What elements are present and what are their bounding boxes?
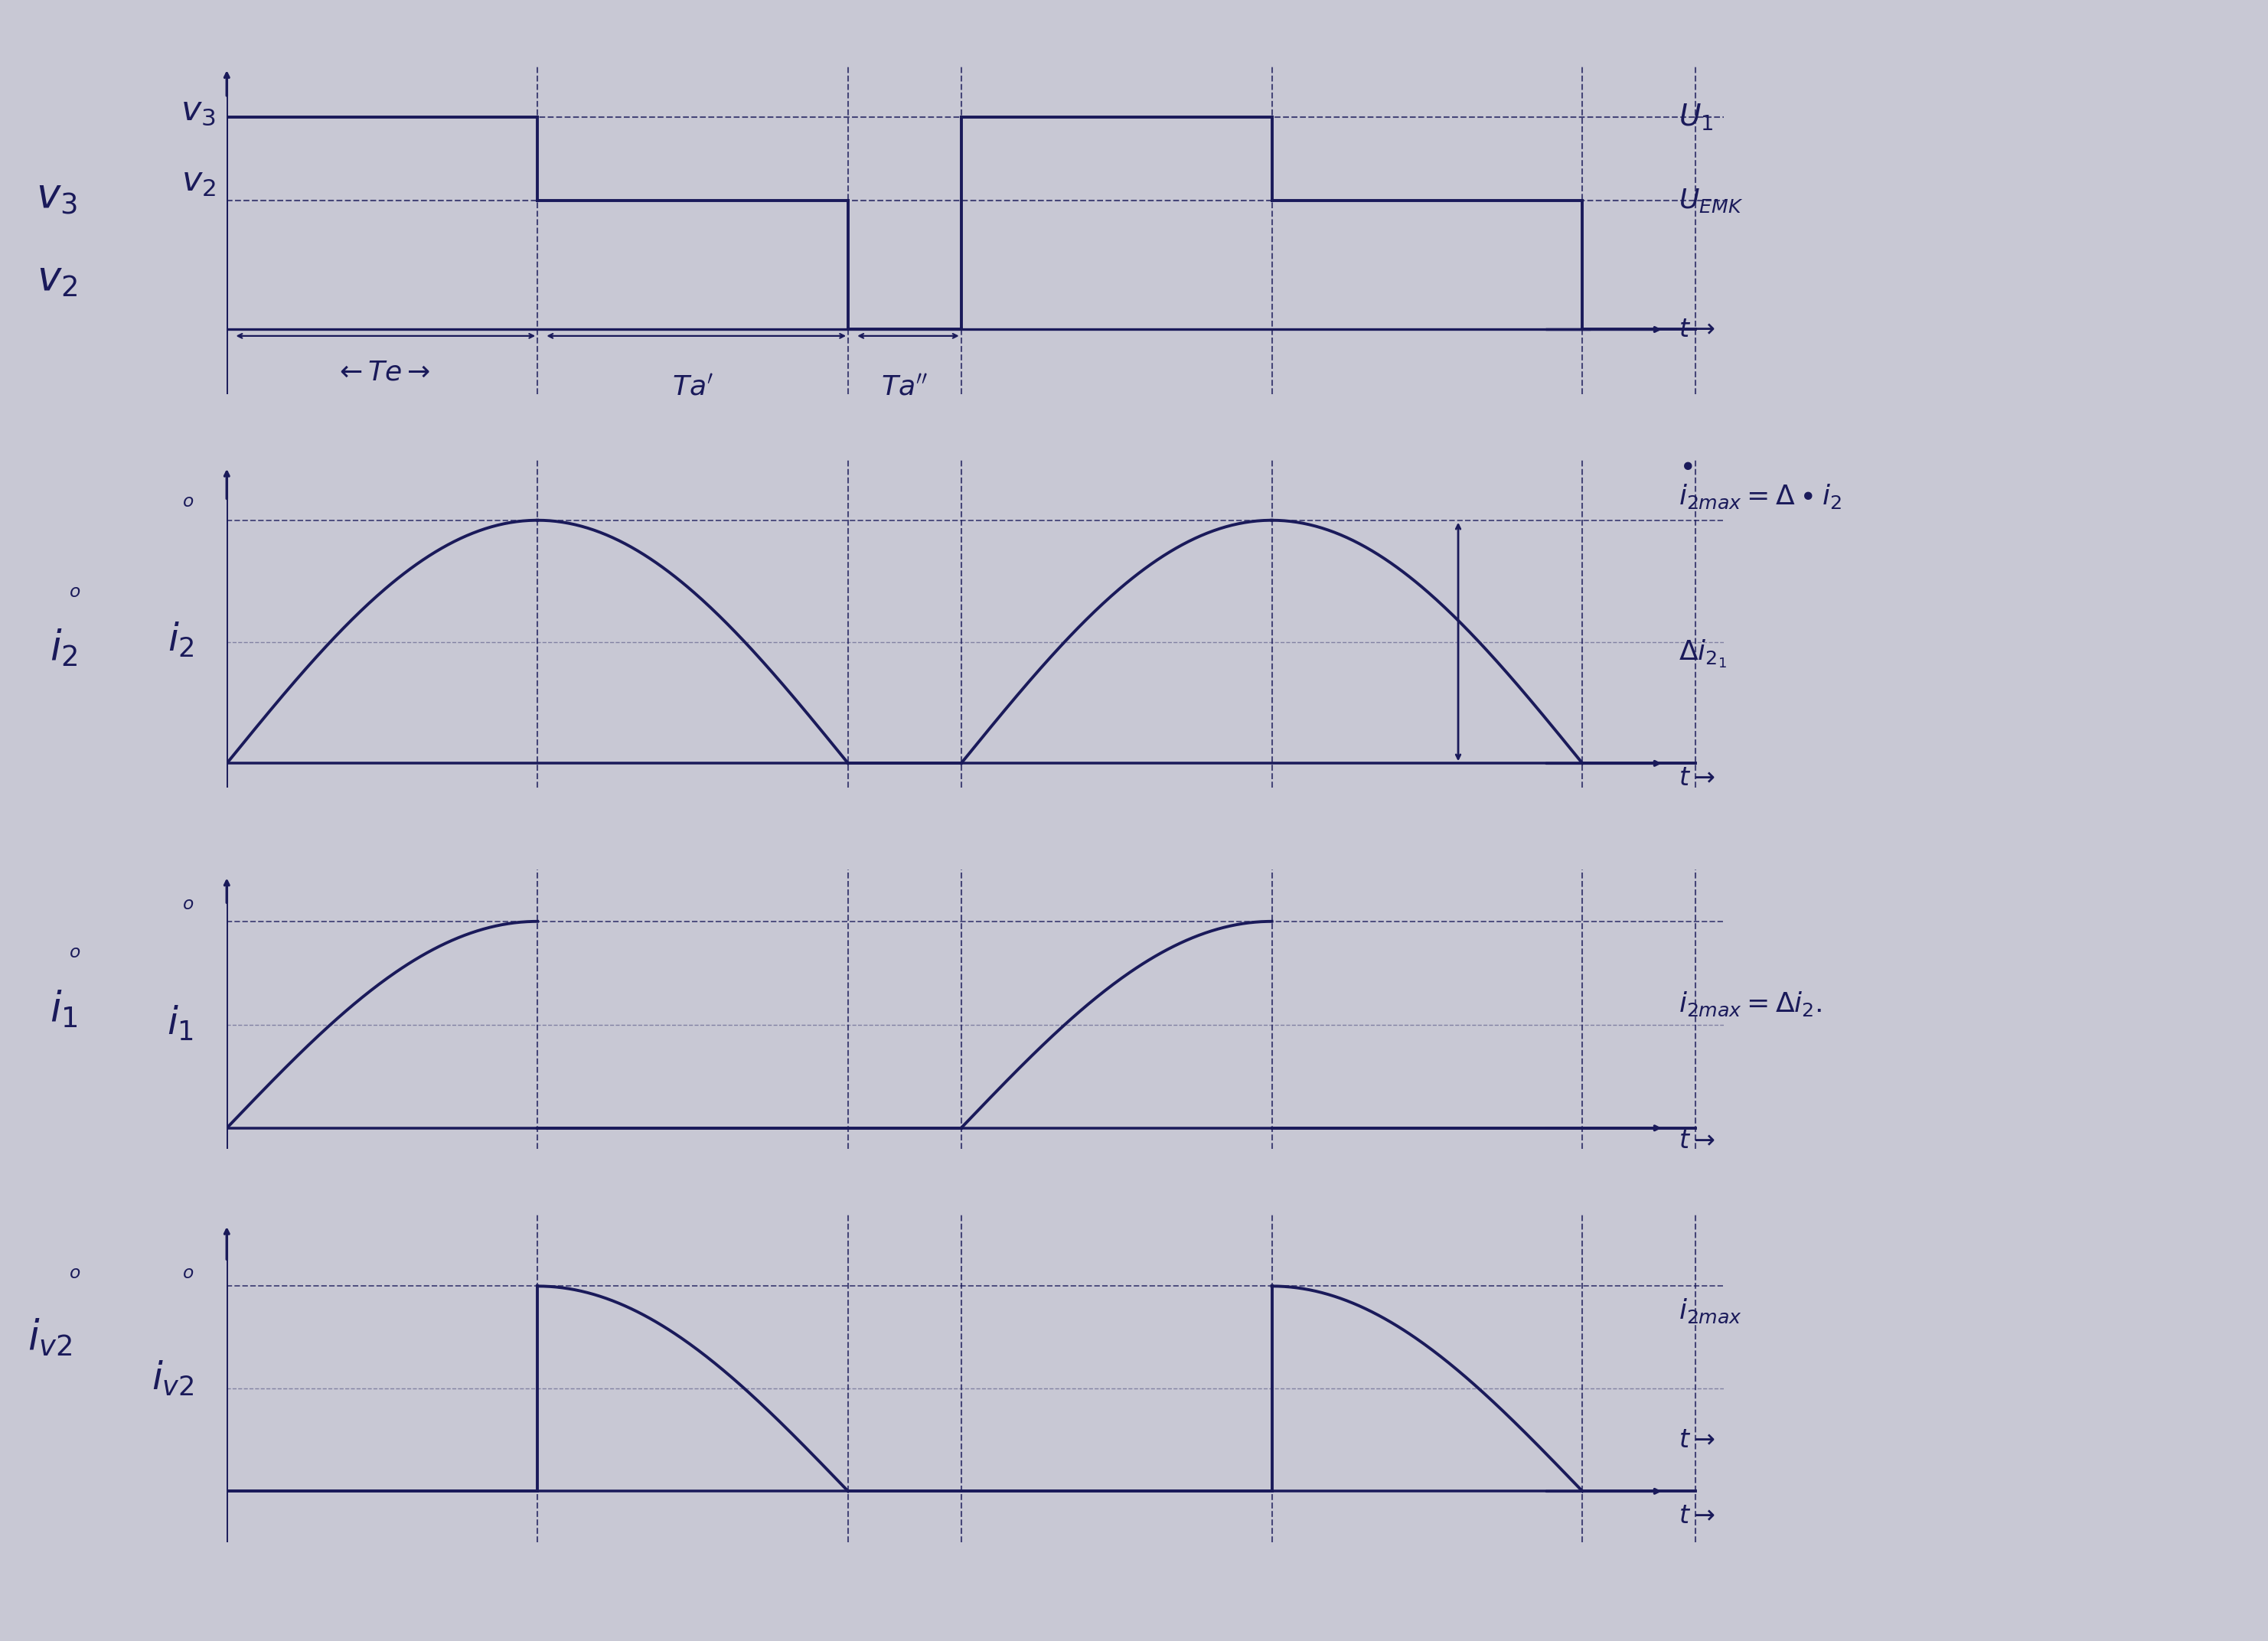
Text: $t \rightarrow$: $t \rightarrow$ xyxy=(1678,1503,1715,1528)
Text: $^o$: $^o$ xyxy=(68,586,82,612)
Text: $v_3$: $v_3$ xyxy=(36,177,77,217)
Text: $^o$: $^o$ xyxy=(181,496,193,522)
Text: $U_1$: $U_1$ xyxy=(1678,102,1712,133)
Text: $i_{v2}$: $i_{v2}$ xyxy=(152,1359,193,1398)
Text: $i_2$: $i_2$ xyxy=(168,620,193,660)
Text: $^o$: $^o$ xyxy=(181,1267,193,1293)
Text: $\leftarrow Te \rightarrow$: $\leftarrow Te \rightarrow$ xyxy=(333,359,431,386)
Text: $Ta''$: $Ta''$ xyxy=(882,374,928,400)
Text: $t \rightarrow$: $t \rightarrow$ xyxy=(1678,1428,1715,1452)
Text: $i_1$: $i_1$ xyxy=(168,1004,193,1042)
Text: $t \rightarrow$: $t \rightarrow$ xyxy=(1678,317,1715,341)
Text: $t \rightarrow$: $t \rightarrow$ xyxy=(1678,765,1715,791)
Text: $i_2$: $i_2$ xyxy=(50,627,77,670)
Text: $i_{2max}$: $i_{2max}$ xyxy=(1678,1296,1742,1324)
Text: $U_{EMK}$: $U_{EMK}$ xyxy=(1678,187,1744,215)
Text: $v_2$: $v_2$ xyxy=(36,259,77,299)
Text: $\bullet$
$i_{2max} = \Delta \bullet i_2$: $\bullet$ $i_{2max} = \Delta \bullet i_2… xyxy=(1678,453,1842,510)
Text: $v_2$: $v_2$ xyxy=(181,166,215,199)
Text: $^o$: $^o$ xyxy=(68,1267,82,1293)
Text: $i_{v2}$: $i_{v2}$ xyxy=(27,1318,73,1357)
Text: $i_{2max} = \Delta i_2.$: $i_{2max} = \Delta i_2.$ xyxy=(1678,990,1823,1017)
Text: $\Delta i_{2_1}$: $\Delta i_{2_1}$ xyxy=(1678,638,1726,670)
Text: $i_1$: $i_1$ xyxy=(50,988,77,1031)
Text: $^o$: $^o$ xyxy=(68,947,82,973)
Text: $v_3$: $v_3$ xyxy=(181,94,215,126)
Text: $Ta'$: $Ta'$ xyxy=(671,374,714,400)
Text: $t \rightarrow$: $t \rightarrow$ xyxy=(1678,1127,1715,1154)
Text: $^o$: $^o$ xyxy=(181,899,193,924)
